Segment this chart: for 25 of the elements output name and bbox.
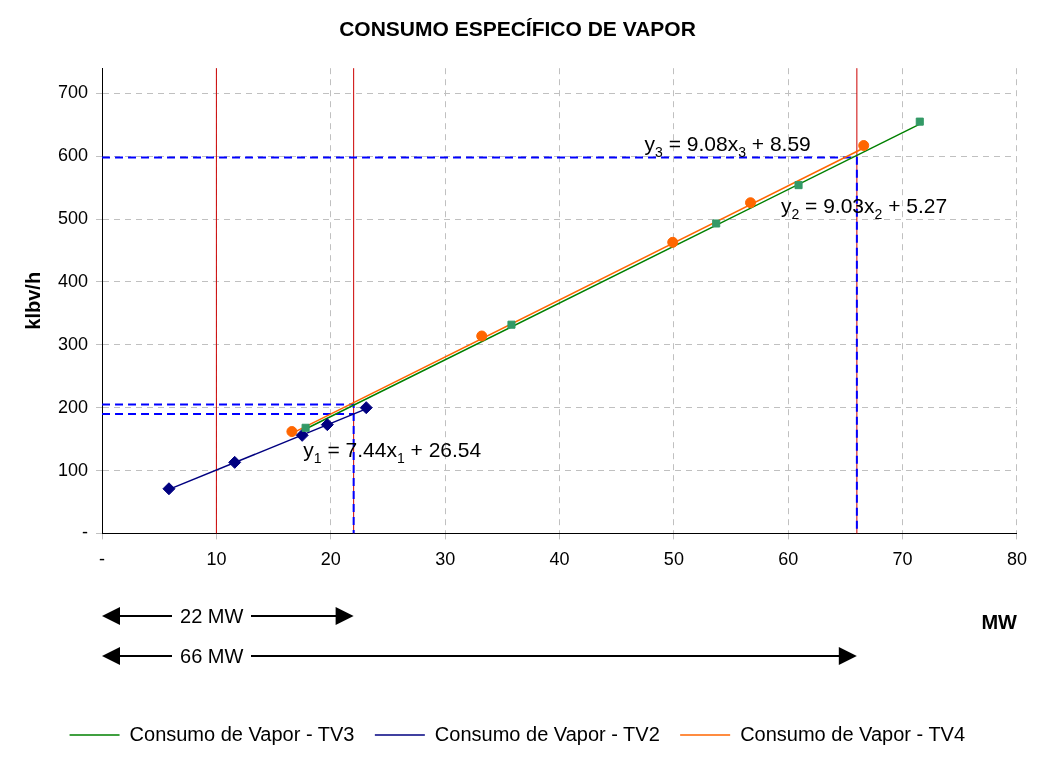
y-tick-label: - bbox=[82, 522, 89, 543]
x-tick-label: 10 bbox=[206, 549, 227, 570]
x-tick-label: 50 bbox=[663, 549, 684, 570]
y-tick-label: 100 bbox=[57, 459, 89, 480]
x-tick-label: 70 bbox=[892, 549, 913, 570]
legend-label: Consumo de Vapor - TV2 bbox=[434, 722, 660, 745]
x-tick-label: 30 bbox=[435, 549, 456, 570]
text: 22 MW bbox=[172, 604, 252, 629]
chart-title: CONSUMO ESPECÍFICO DE VAPOR bbox=[339, 17, 696, 41]
x-tick-label: 60 bbox=[778, 549, 799, 570]
x-axis-title: MW bbox=[981, 610, 1018, 633]
x-tick-label: 20 bbox=[320, 549, 341, 570]
y-tick-label: 400 bbox=[57, 270, 89, 291]
x-tick-label: 80 bbox=[1006, 549, 1027, 570]
x-tick-label: - bbox=[99, 549, 106, 570]
y-tick-label: 300 bbox=[57, 333, 89, 354]
legend-label: Consumo de Vapor - TV3 bbox=[129, 722, 355, 745]
text: 66 MW bbox=[172, 644, 252, 669]
y-tick-label: 200 bbox=[57, 396, 89, 417]
y-tick-label: 500 bbox=[57, 208, 89, 229]
x-tick-label: 40 bbox=[549, 549, 570, 570]
y-tick-label: 700 bbox=[57, 82, 89, 103]
y-tick-label: 600 bbox=[57, 145, 89, 166]
y-axis-title: klbv/h bbox=[21, 271, 44, 330]
legend-label: Consumo de Vapor - TV4 bbox=[740, 722, 966, 745]
